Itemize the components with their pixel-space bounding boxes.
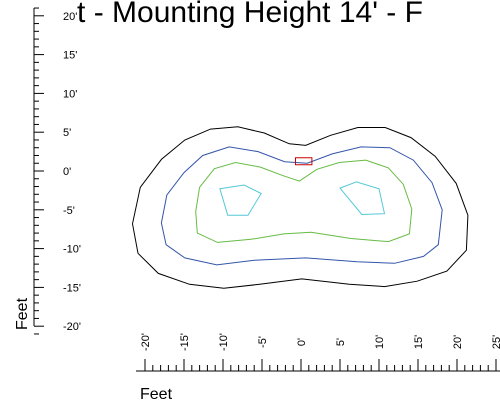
contour-line: [220, 185, 261, 215]
x-tick-label: 25': [491, 335, 500, 349]
y-tick-label: -15': [63, 282, 81, 294]
x-tick-label: -10': [218, 333, 230, 351]
chart-title: t - Mounting Height 14' - F: [77, 0, 423, 29]
y-tick-label: 15': [63, 50, 77, 62]
contour-line: [133, 127, 468, 288]
x-tick-label: -5': [257, 336, 269, 348]
y-axis-ticks: 20' 15' 10' 5' 0' -5' -10' -15' -20': [34, 8, 81, 334]
y-tick-label: 20': [63, 11, 77, 23]
contour-line: [296, 158, 312, 165]
y-axis-title: Feet: [14, 297, 31, 330]
y-axis: 20' 15' 10' 5' 0' -5' -10' -15' -20' Feet: [14, 8, 81, 334]
x-tick-label: -15': [179, 333, 191, 351]
x-axis-title: Feet: [140, 386, 173, 403]
x-tick-label: 15': [413, 335, 425, 349]
x-tick-label: 20': [452, 335, 464, 349]
y-tick-label: -10': [63, 244, 81, 256]
contour-plot: [133, 127, 468, 288]
x-tick-label: 5': [335, 338, 347, 346]
y-tick-label: 5': [63, 127, 71, 139]
x-tick-label: 10': [374, 335, 386, 349]
x-tick-label: -20': [140, 333, 152, 351]
x-axis-ticks: -20' -15' -10' -5' 0' 5' 10' 15' 20' 25': [140, 333, 500, 371]
y-tick-label: 10': [63, 88, 77, 100]
x-tick-label: 0': [296, 338, 308, 346]
x-axis: -20' -15' -10' -5' 0' 5' 10' 15' 20' 25' Feet: [136, 333, 500, 403]
y-tick-label: 0': [63, 166, 71, 178]
contour-line: [340, 182, 385, 215]
y-tick-label: -20': [63, 321, 81, 333]
y-tick-label: -5': [63, 205, 75, 217]
contour-line: [196, 160, 412, 242]
